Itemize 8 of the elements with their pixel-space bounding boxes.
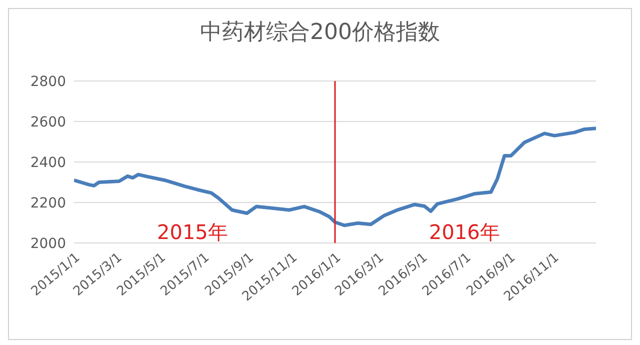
y-tick-label: 2400	[30, 154, 66, 171]
y-tick-label: 2800	[30, 74, 66, 90]
annotation: 2016年	[429, 219, 500, 246]
annotation: 2015年	[157, 219, 228, 246]
chart-title: 中药材综合200价格指数	[199, 19, 441, 47]
y-tick-label: 2600	[30, 114, 66, 130]
y-tick-label: 2000	[30, 236, 66, 252]
y-tick-label: 2200	[30, 195, 66, 212]
